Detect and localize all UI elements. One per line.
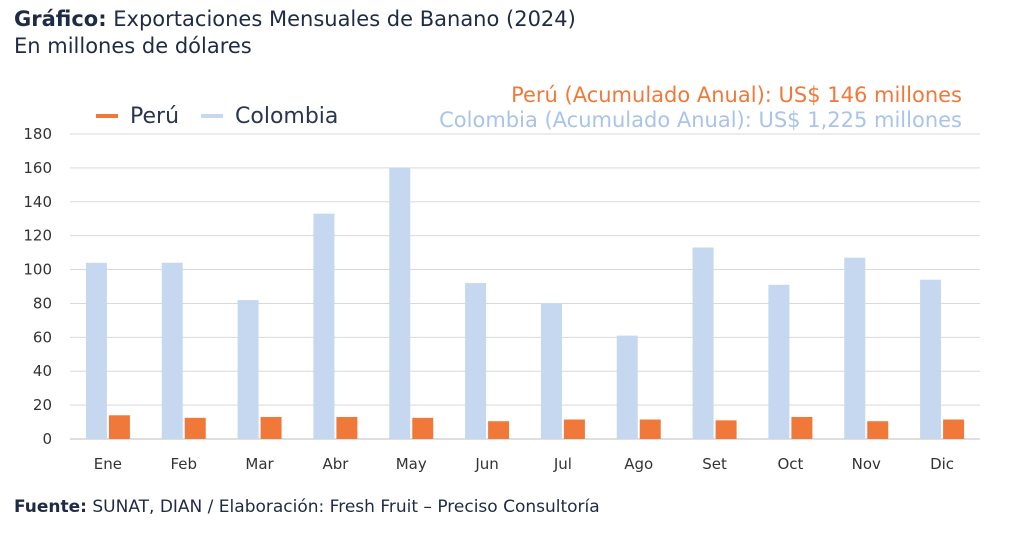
colombia-cumulative-annotation: Colombia (Acumulado Anual): US$ 1,225 mi… bbox=[439, 108, 962, 132]
y-tick-label: 160 bbox=[23, 159, 52, 177]
peru-cumulative-annotation: Perú (Acumulado Anual): US$ 146 millones bbox=[511, 83, 962, 107]
source-note: Fuente: SUNAT, DIAN / Elaboración: Fresh… bbox=[14, 496, 600, 518]
y-tick-label: 100 bbox=[23, 261, 52, 279]
legend-label-colombia: Colombia bbox=[235, 103, 339, 129]
source-text: SUNAT, DIAN / Elaboración: Fresh Fruit –… bbox=[86, 497, 600, 517]
legend-item-colombia: Colombia bbox=[201, 104, 338, 129]
y-tick-label: 120 bbox=[23, 227, 52, 245]
bar-peru bbox=[943, 419, 965, 439]
y-tick-label: 180 bbox=[23, 125, 52, 143]
y-tick-label: 60 bbox=[33, 328, 52, 346]
x-tick-label: Set bbox=[702, 455, 727, 473]
x-tick-label: May bbox=[396, 455, 427, 473]
y-tick-label: 0 bbox=[42, 430, 52, 448]
bar-colombia bbox=[389, 167, 411, 439]
bar-peru bbox=[791, 416, 813, 439]
bar-peru bbox=[488, 421, 510, 439]
x-tick-label: Mar bbox=[245, 455, 274, 473]
bar-chart: 0 20 40 60 80 100 120 140 160 180 Ene Feb Mar Abr May J… bbox=[23, 125, 980, 473]
y-tick-label: 80 bbox=[33, 294, 52, 312]
bar-colombia bbox=[237, 300, 259, 439]
bar-peru bbox=[260, 416, 282, 439]
chart-title: Gráfico: Exportaciones Mensuales de Bana… bbox=[14, 6, 576, 32]
bar-peru bbox=[563, 419, 585, 439]
bar-colombia bbox=[920, 279, 942, 439]
bar-peru bbox=[639, 419, 661, 439]
x-tick-label: Dic bbox=[930, 455, 954, 473]
legend-item-peru: Perú bbox=[96, 104, 179, 129]
bar-colombia bbox=[465, 283, 487, 439]
bar-peru bbox=[412, 417, 434, 439]
bar-colombia bbox=[161, 262, 183, 439]
bar-peru bbox=[108, 415, 130, 439]
bar-colombia bbox=[616, 335, 638, 439]
x-tick-label: Feb bbox=[170, 455, 197, 473]
bar-peru bbox=[336, 416, 358, 439]
x-tick-label: Jun bbox=[474, 455, 498, 473]
bar-colombia bbox=[85, 262, 107, 439]
bar-colombia bbox=[844, 257, 866, 439]
chart-title-label: Gráfico: bbox=[14, 7, 107, 31]
x-tick-label: Ene bbox=[94, 455, 122, 473]
bar-colombia bbox=[313, 213, 335, 439]
x-tick-label: Nov bbox=[852, 455, 881, 473]
x-tick-label: Abr bbox=[322, 455, 349, 473]
bar-colombia bbox=[692, 247, 714, 439]
legend-swatch-peru bbox=[96, 114, 118, 118]
legend-swatch-colombia bbox=[201, 114, 224, 118]
bar-colombia bbox=[540, 303, 562, 439]
chart-title-text: Exportaciones Mensuales de Banano (2024) bbox=[106, 7, 576, 31]
y-tick-label: 20 bbox=[33, 396, 52, 414]
bar-colombia bbox=[768, 284, 790, 439]
source-label: Fuente: bbox=[14, 497, 87, 517]
y-tick-label: 40 bbox=[33, 362, 52, 380]
x-tick-label: Jul bbox=[553, 455, 572, 473]
legend-label-peru: Perú bbox=[130, 103, 180, 129]
bar-peru bbox=[184, 417, 206, 439]
bar-peru bbox=[715, 420, 737, 439]
y-tick-label: 140 bbox=[23, 193, 52, 211]
x-tick-label: Ago bbox=[624, 455, 653, 473]
chart-legend: Perú Colombia bbox=[96, 101, 360, 131]
chart-subtitle: En millones de dólares bbox=[14, 34, 252, 58]
bar-peru bbox=[867, 421, 889, 439]
x-tick-label: Oct bbox=[777, 455, 803, 473]
